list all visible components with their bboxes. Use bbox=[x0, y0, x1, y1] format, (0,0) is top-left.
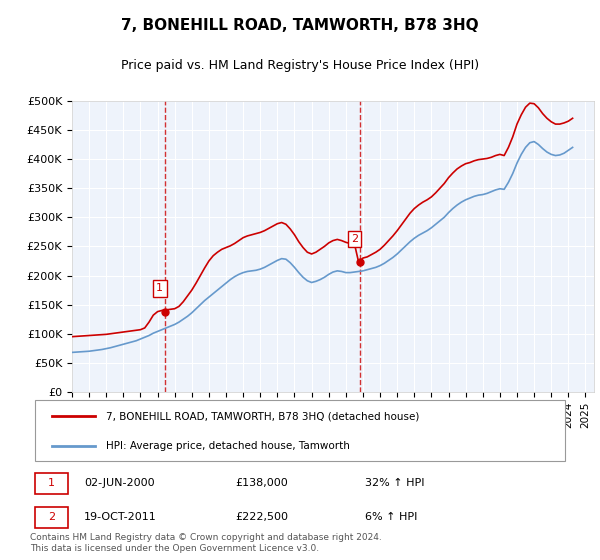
Text: 02-JUN-2000: 02-JUN-2000 bbox=[84, 478, 155, 488]
Text: 1: 1 bbox=[156, 283, 163, 293]
Text: Price paid vs. HM Land Registry's House Price Index (HPI): Price paid vs. HM Land Registry's House … bbox=[121, 59, 479, 72]
Text: Contains HM Land Registry data © Crown copyright and database right 2024.
This d: Contains HM Land Registry data © Crown c… bbox=[30, 534, 382, 553]
Text: 6% ↑ HPI: 6% ↑ HPI bbox=[365, 512, 417, 522]
Text: 2: 2 bbox=[351, 234, 358, 244]
Text: 1: 1 bbox=[48, 478, 55, 488]
Text: 7, BONEHILL ROAD, TAMWORTH, B78 3HQ: 7, BONEHILL ROAD, TAMWORTH, B78 3HQ bbox=[121, 18, 479, 32]
Text: 19-OCT-2011: 19-OCT-2011 bbox=[84, 512, 157, 522]
Text: 32% ↑ HPI: 32% ↑ HPI bbox=[365, 478, 424, 488]
FancyBboxPatch shape bbox=[35, 507, 68, 528]
Text: 7, BONEHILL ROAD, TAMWORTH, B78 3HQ (detached house): 7, BONEHILL ROAD, TAMWORTH, B78 3HQ (det… bbox=[106, 412, 419, 422]
FancyBboxPatch shape bbox=[35, 400, 565, 461]
Text: £138,000: £138,000 bbox=[235, 478, 288, 488]
FancyBboxPatch shape bbox=[35, 473, 68, 494]
Text: 2: 2 bbox=[48, 512, 55, 522]
Text: £222,500: £222,500 bbox=[235, 512, 288, 522]
Text: HPI: Average price, detached house, Tamworth: HPI: Average price, detached house, Tamw… bbox=[106, 441, 349, 451]
